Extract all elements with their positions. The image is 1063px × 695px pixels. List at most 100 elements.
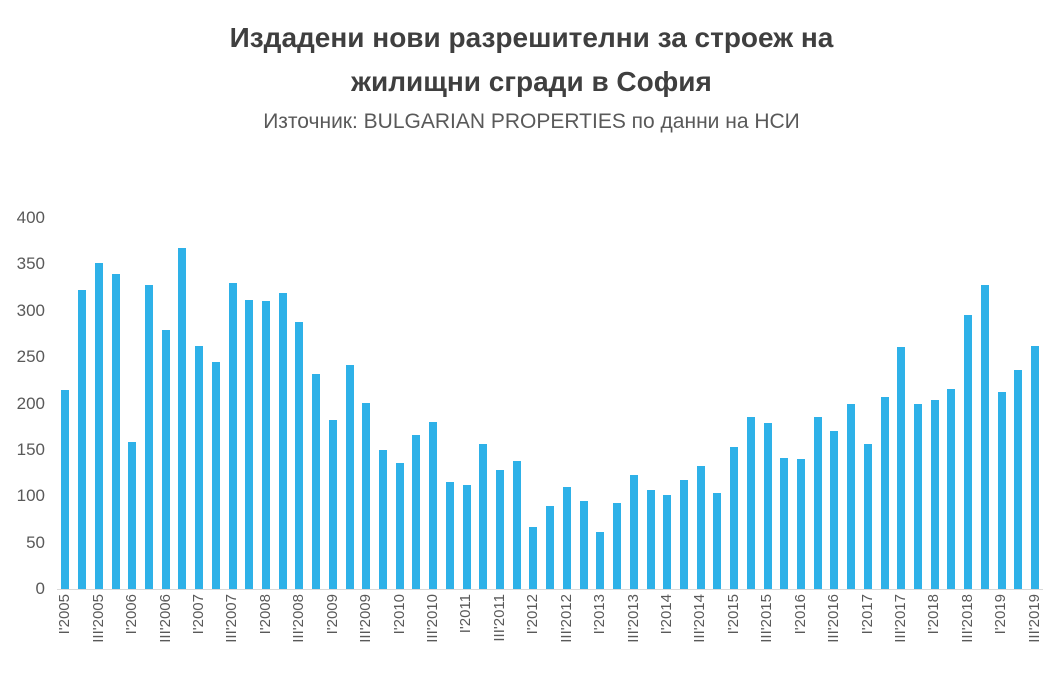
- x-axis-label: I'2018: [925, 594, 943, 635]
- bar-slot: [759, 218, 776, 589]
- bar-slot: [492, 218, 509, 589]
- bar-slot: [592, 218, 609, 589]
- bar-II'2019: [1014, 370, 1023, 589]
- bar-slot: [90, 218, 107, 589]
- bar-slot: [341, 218, 358, 589]
- bar-slot: [475, 218, 492, 589]
- bar-IV'2006: [178, 247, 187, 589]
- bar-slot: [191, 218, 208, 589]
- bar-slot: [692, 218, 709, 589]
- bar-III'2015: [763, 422, 772, 589]
- bar-slot: [726, 218, 743, 589]
- x-axis-label: I'2008: [256, 594, 274, 635]
- bar-slot: [860, 218, 877, 589]
- x-axis: I'2005 III'2005 I'2006 III'2006 I'2007 III'20…: [56, 594, 1043, 694]
- x-axis-label: I'2019: [992, 594, 1010, 635]
- bar-III'2018: [964, 315, 973, 589]
- x-axis-label: I'2017: [858, 594, 876, 635]
- bar-slot: [224, 218, 241, 589]
- bar-slot: [826, 218, 843, 589]
- bar-slot: [358, 218, 375, 589]
- bar-III'2017: [897, 346, 906, 589]
- bar-IV'2018: [980, 284, 989, 589]
- x-axis-label: III'2011: [490, 594, 508, 642]
- y-axis-label: 250: [16, 347, 45, 367]
- x-axis-label: I'2007: [190, 594, 208, 635]
- x-axis-label: I'2005: [56, 594, 74, 635]
- bar-I'2019: [997, 392, 1006, 589]
- bar-II'2007: [211, 361, 220, 589]
- bar-III'2012: [562, 486, 571, 589]
- y-axis-label: 400: [16, 208, 45, 227]
- x-axis-label: I'2010: [390, 594, 408, 635]
- bar-II'2014: [679, 480, 688, 589]
- bar-slot: [274, 218, 291, 589]
- bar-III'2008: [295, 321, 304, 589]
- bar-slot: [241, 218, 258, 589]
- x-axis-label: I'2013: [591, 594, 609, 635]
- bar-slot: [141, 218, 158, 589]
- bar-slot: [157, 218, 174, 589]
- x-axis-label: III'2010: [424, 594, 442, 643]
- bar-II'2005: [78, 290, 87, 589]
- bar-III'2005: [94, 262, 103, 589]
- bar-I'2009: [328, 420, 337, 589]
- bar-slot: [960, 218, 977, 589]
- bar-slot: [776, 218, 793, 589]
- x-axis-label: I'2011: [457, 594, 475, 634]
- chart-subtitle: Източник: BULGARIAN PROPERTIES по данни …: [263, 110, 800, 133]
- x-axis-label: I'2014: [657, 594, 675, 635]
- x-axis-label: III'2019: [1025, 594, 1043, 643]
- bar-slot: [291, 218, 308, 589]
- bar-IV'2014: [713, 493, 722, 589]
- bar-slot: [458, 218, 475, 589]
- bar-III'2006: [161, 330, 170, 589]
- bar-II'2012: [546, 506, 555, 589]
- bar-IV'2008: [312, 373, 321, 589]
- x-axis-label: III'2009: [357, 594, 375, 643]
- bar-slot: [575, 218, 592, 589]
- bar-slot: [107, 218, 124, 589]
- bar-slot: [375, 218, 392, 589]
- bar-slot: [609, 218, 626, 589]
- bar-IV'2005: [111, 273, 120, 589]
- bar-slot: [1010, 218, 1027, 589]
- bar-II'2010: [412, 435, 421, 589]
- x-axis-label: I'2015: [724, 594, 742, 635]
- bar-slot: [258, 218, 275, 589]
- bar-slot: [709, 218, 726, 589]
- bar-I'2017: [863, 444, 872, 589]
- bar-slot: [207, 218, 224, 589]
- bar-III'2007: [228, 282, 237, 589]
- bar-slot: [508, 218, 525, 589]
- chart-header: Издадени нови разрешителни за строеж на …: [0, 16, 1063, 134]
- bar-slot: [809, 218, 826, 589]
- x-axis-label: III'2007: [223, 594, 241, 643]
- x-axis-label: I'2006: [123, 594, 141, 635]
- bar-slot: [325, 218, 342, 589]
- bar-slot: [876, 218, 893, 589]
- bar-I'2014: [663, 495, 672, 589]
- bar-slot: [57, 218, 74, 589]
- bar-II'2018: [947, 388, 956, 589]
- bar-slot: [542, 218, 559, 589]
- bar-slot: [910, 218, 927, 589]
- bar-I'2007: [195, 346, 204, 589]
- x-axis-label: III'2014: [691, 594, 709, 643]
- bar-II'2016: [813, 417, 822, 589]
- x-axis-label: III'2008: [290, 594, 308, 643]
- bar-III'2010: [429, 422, 438, 589]
- bar-II'2017: [880, 397, 889, 589]
- bar-slot: [425, 218, 442, 589]
- bar-IV'2007: [245, 299, 254, 589]
- bar-slot: [174, 218, 191, 589]
- bar-I'2011: [462, 485, 471, 589]
- bar-II'2015: [746, 416, 755, 589]
- bar-IV'2013: [646, 489, 655, 589]
- bar-II'2011: [479, 444, 488, 589]
- bar-slot: [442, 218, 459, 589]
- bar-I'2012: [529, 526, 538, 589]
- bar-slot: [977, 218, 994, 589]
- bar-IV'2011: [512, 461, 521, 589]
- bar-slot: [74, 218, 91, 589]
